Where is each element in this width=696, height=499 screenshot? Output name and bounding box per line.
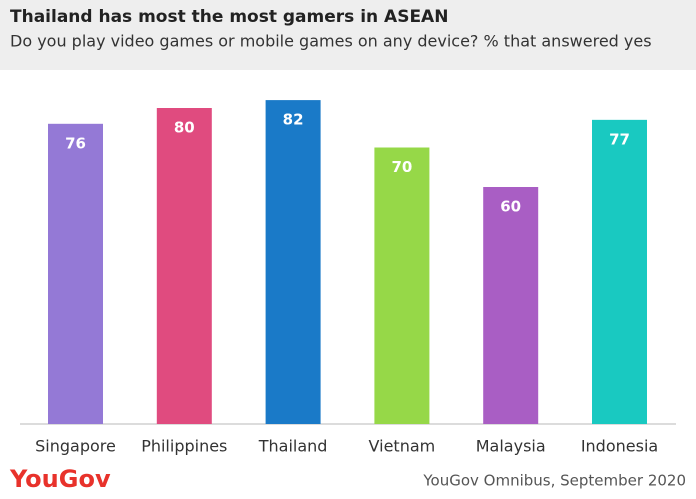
value-label: 60 [500,198,521,216]
bar [483,187,539,424]
bar [374,147,430,424]
x-tick-label: Indonesia [581,437,658,456]
header-band [0,0,696,70]
logo: YouGov [9,465,111,493]
x-tick-label: Philippines [141,437,227,456]
bar [156,108,212,424]
bar [48,123,103,425]
chart-subtitle: Do you play video games or mobile games … [10,32,652,51]
bar [592,119,647,424]
value-label: 80 [174,119,195,137]
x-tick-label: Malaysia [476,437,546,456]
x-tick-label: Thailand [258,437,328,456]
x-tick-label: Singapore [35,437,116,456]
value-label: 70 [391,158,412,176]
bar [265,100,321,424]
chart-title: Thailand has most the most gamers in ASE… [10,7,448,27]
value-label: 77 [609,130,630,148]
source: YouGov Omnibus, September 2020 [422,472,686,490]
x-tick-label: Vietnam [369,437,436,456]
value-label: 76 [65,134,86,152]
value-label: 82 [283,111,304,129]
